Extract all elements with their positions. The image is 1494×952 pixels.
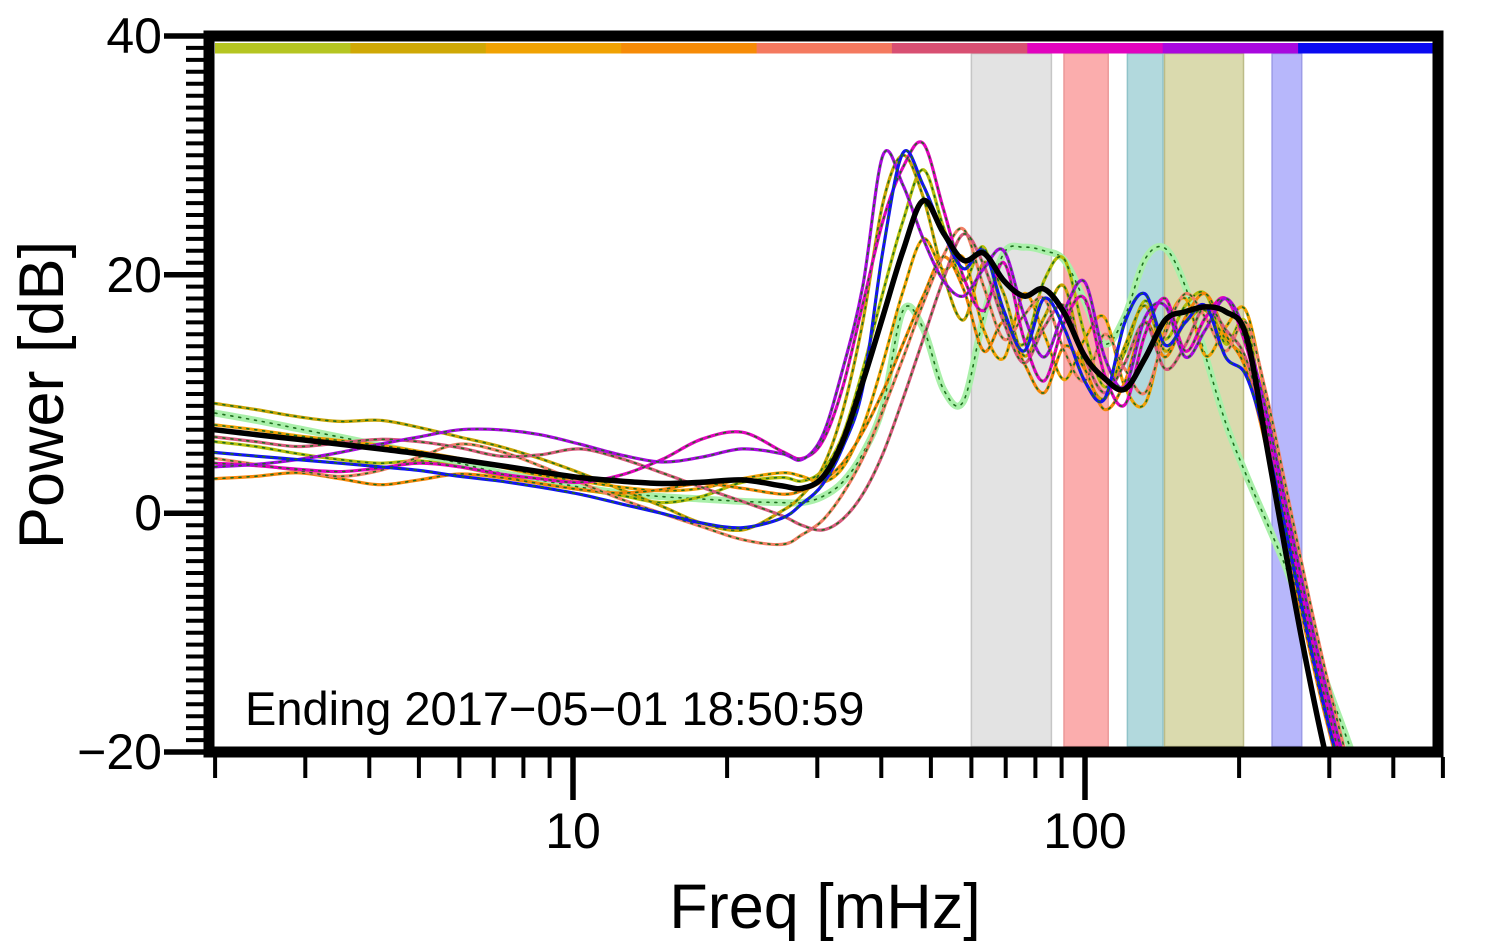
colorbar-segment-3 [485, 43, 622, 54]
x-axis-title: Freq [mHz] [669, 872, 981, 942]
colorbar-segment-7 [1027, 43, 1164, 54]
axis-ticks [164, 33, 1445, 800]
spectra-curves [214, 140, 1354, 747]
band-gray [970, 52, 1053, 748]
x-tick-label-100: 100 [1043, 803, 1127, 859]
band-olive [1163, 52, 1245, 748]
plot-border [203, 30, 1444, 758]
y-tick-label-minus20: −20 [77, 724, 162, 780]
colorbar-segment-4 [621, 43, 758, 54]
y-tick-label-20: 20 [106, 247, 162, 303]
time-segment-colorbar [215, 43, 1434, 54]
ending-timestamp-annotation: Ending 2017−05−01 18:50:59 [245, 682, 865, 735]
colorbar-segment-9 [1298, 43, 1434, 54]
colorbar-segment-8 [1162, 43, 1299, 54]
curve-segment-8-purple-dotted-overlay [214, 149, 1342, 747]
y-tick-label-40: 40 [106, 8, 162, 64]
curve-mean-spectrum [214, 197, 1327, 747]
curve-segment-6-crimson-dotted-overlay [214, 233, 1337, 747]
colorbar-segment-6 [891, 43, 1028, 54]
curve-reference-smooth-dotted-overlay [214, 245, 1351, 747]
y-tick-label-0: 0 [134, 485, 162, 541]
colorbar-segment-5 [756, 43, 893, 54]
colorbar-segment-2 [350, 43, 487, 54]
curve-segment-7-magenta-dotted-overlay [214, 141, 1338, 747]
y-axis-title: Power [dB] [7, 240, 77, 550]
shaded-bands [970, 52, 1303, 748]
band-lavender [1271, 52, 1303, 748]
x-tick-label-10: 10 [545, 803, 601, 859]
colorbar-segment-1 [215, 43, 351, 54]
